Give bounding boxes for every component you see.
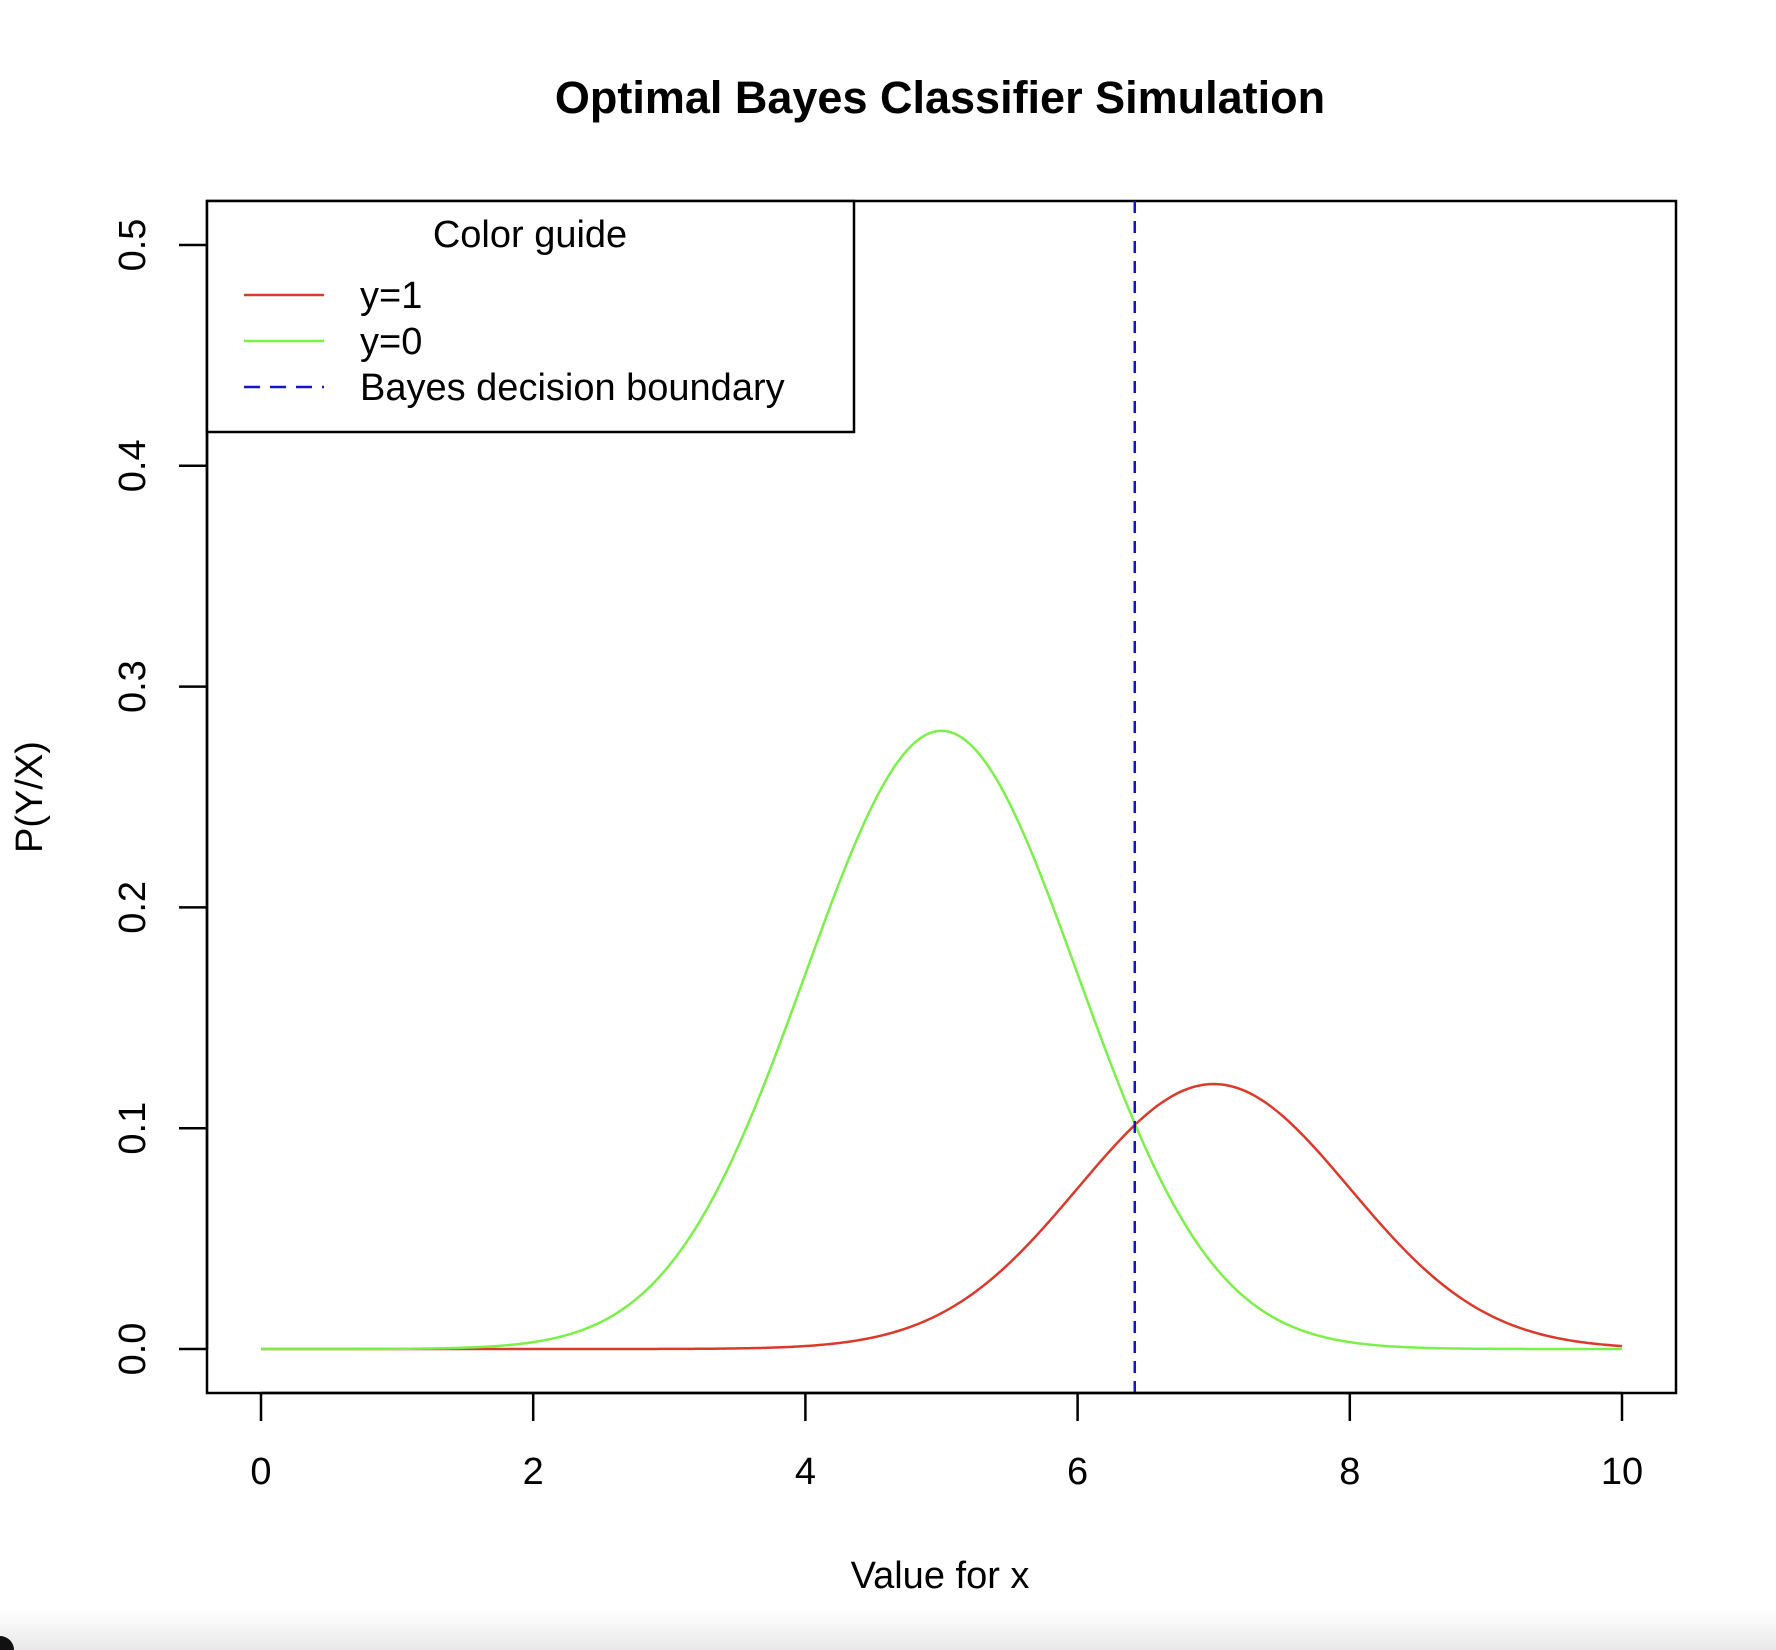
y-tick-label-0.0: 0.0 <box>112 1323 154 1376</box>
window-bottom-shadow <box>0 1610 1776 1650</box>
x-axis-label: Value for x <box>851 1555 1030 1597</box>
series-line-y1 <box>261 1082 1623 1351</box>
y-tick-label-0.5: 0.5 <box>112 219 154 272</box>
legend-label-1: y=1 <box>360 275 422 317</box>
legend-title: Color guide <box>433 214 627 256</box>
y-axis: 0.0 0.1 0.2 0.3 0.4 0.5 <box>112 219 209 1376</box>
x-tick-label-2: 2 <box>523 1451 544 1493</box>
y-axis-label: P(Y/X) <box>9 741 51 853</box>
y-tick-label-0.4: 0.4 <box>112 439 154 492</box>
x-axis: 0 2 4 6 8 10 <box>250 1391 1643 1493</box>
legend-label-2: y=0 <box>360 321 422 363</box>
chart-title: Optimal Bayes Classifier Simulation <box>555 72 1325 123</box>
x-tick-label-8: 8 <box>1339 1451 1360 1493</box>
y-tick-label-0.3: 0.3 <box>112 660 154 713</box>
y-tick-label-0.2: 0.2 <box>112 881 154 934</box>
series-line-y0 <box>261 729 1622 1351</box>
y-tick-label-0.1: 0.1 <box>112 1102 154 1155</box>
x-tick-label-10: 10 <box>1601 1451 1643 1493</box>
legend-box <box>205 199 856 434</box>
x-tick-label-4: 4 <box>795 1451 816 1493</box>
x-tick-label-0: 0 <box>250 1451 271 1493</box>
legend-label-3: Bayes decision boundary <box>360 367 785 409</box>
series-layer <box>261 729 1623 1351</box>
x-tick-label-6: 6 <box>1067 1451 1088 1493</box>
